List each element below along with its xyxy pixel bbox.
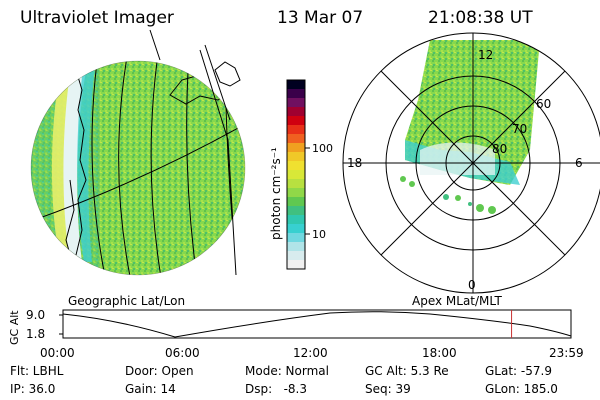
colorbar: 100 10 photon cm⁻²s⁻¹ — [269, 79, 333, 270]
info-mode: Mode: Normal — [245, 364, 329, 378]
altitude-plot: GC Alt 9.0 1.8 — [8, 308, 572, 345]
xtick-1800: 18:00 — [422, 346, 457, 360]
xtick-0000: 00:00 — [40, 346, 75, 360]
info-glat: GLat: -57.9 — [485, 364, 552, 378]
colorbar-unit-label: photon cm⁻²s⁻¹ — [269, 147, 283, 240]
image-panels: 100 10 photon cm⁻²s⁻¹ 12 18 6 0 60 70 — [30, 29, 600, 294]
info-dsp: Dsp: -8.3 — [245, 382, 308, 396]
info-ip: IP: 36.0 — [10, 382, 56, 396]
info-door: Door: Open — [125, 364, 194, 378]
info-glon: GLon: 185.0 — [485, 382, 558, 396]
xtick-1200: 12:00 — [293, 346, 328, 360]
geographic-panel-label: Geographic Lat/Lon — [68, 294, 186, 308]
mlt-label-6: 6 — [575, 156, 583, 170]
polar-plot: 12 18 6 0 60 70 80 — [342, 32, 600, 294]
instrument-title: Ultraviolet Imager — [20, 8, 174, 28]
colorbar-tick-10: 10 — [312, 228, 326, 241]
mlat-label-70: 70 — [512, 122, 527, 136]
mlt-label-18: 18 — [347, 156, 362, 170]
altitude-ylabel: GC Alt — [8, 310, 21, 345]
info-gc-alt: GC Alt: 5.3 Re — [365, 364, 449, 378]
date-label: 13 Mar 07 — [277, 8, 364, 28]
time-label: 21:08:38 UT — [428, 8, 533, 28]
info-flt: Flt: LBHL — [10, 364, 64, 378]
info-gain: Gain: 14 — [125, 382, 176, 396]
info-seq: Seq: 39 — [365, 382, 411, 396]
geographic-image — [30, 29, 246, 276]
xtick-0600: 06:00 — [165, 346, 200, 360]
mlt-label-12: 12 — [478, 48, 493, 62]
altitude-ytick-9: 9.0 — [26, 308, 45, 322]
mlat-label-80: 80 — [492, 142, 507, 156]
apex-panel-label: Apex MLat/MLT — [412, 294, 502, 308]
xtick-2359: 23:59 — [549, 346, 584, 360]
colorbar-tick-100: 100 — [312, 142, 333, 155]
mlat-label-60: 60 — [536, 97, 551, 111]
altitude-ytick-1-8: 1.8 — [26, 327, 45, 341]
mlt-label-0: 0 — [468, 278, 476, 292]
